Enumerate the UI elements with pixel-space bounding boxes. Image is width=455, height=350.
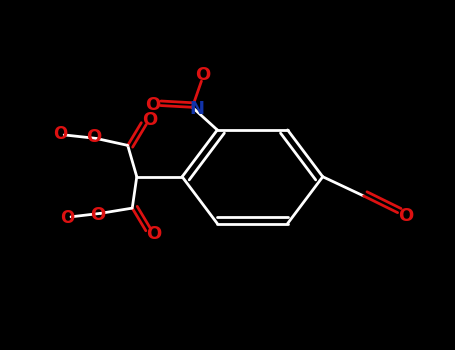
Text: O: O	[195, 66, 210, 84]
Text: O: O	[142, 111, 157, 129]
Text: O: O	[86, 128, 101, 146]
Text: O: O	[91, 206, 106, 224]
Text: O: O	[147, 225, 162, 243]
Text: O: O	[53, 125, 68, 143]
Text: O: O	[60, 209, 75, 227]
Text: O: O	[398, 207, 414, 225]
Text: O: O	[145, 96, 160, 114]
Text: N: N	[189, 100, 204, 118]
